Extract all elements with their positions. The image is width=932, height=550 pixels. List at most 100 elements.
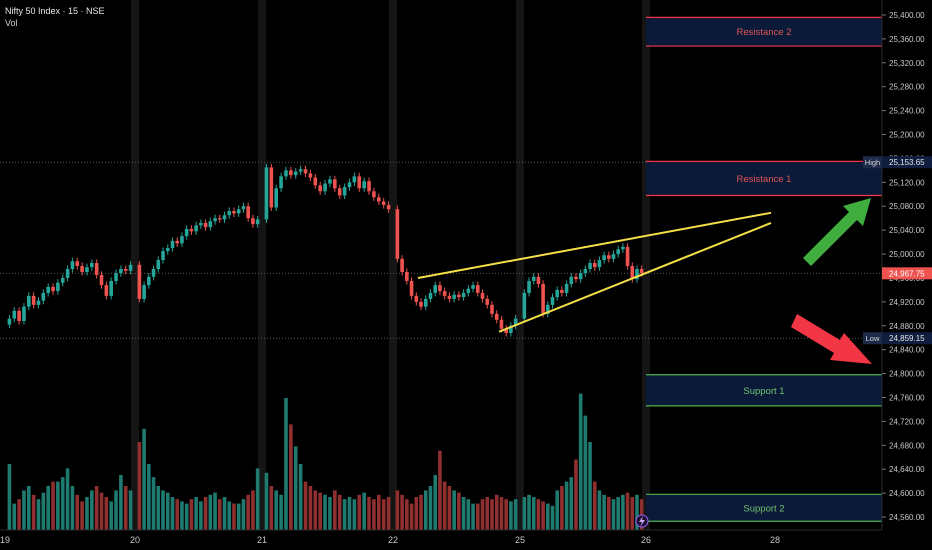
candle-body (51, 286, 55, 292)
candle-body (85, 267, 89, 272)
candle-body (509, 325, 513, 333)
candle-body (531, 276, 536, 281)
low-tag (863, 332, 882, 345)
candle-body (480, 292, 485, 299)
candle-body (7, 318, 12, 325)
volume-bar (386, 497, 391, 530)
volume-bar (323, 494, 327, 530)
time-tick-label: 22 (388, 535, 398, 545)
candle-body (170, 240, 175, 249)
candle-body (546, 304, 550, 314)
volume-bar (75, 494, 80, 530)
candle-body (318, 185, 322, 192)
volume-bar (85, 497, 89, 530)
volume-bar (447, 486, 452, 530)
candle-body (274, 188, 279, 208)
candle-body (522, 292, 527, 319)
zone-label: Resistance 2 (737, 27, 792, 38)
volume-bar (109, 501, 113, 530)
candle-body (255, 219, 260, 225)
candle-body (362, 181, 366, 189)
volume-bar (333, 490, 337, 530)
volume-bar (357, 494, 362, 530)
candle-body (414, 295, 419, 302)
volume-bar (328, 497, 332, 530)
volume-bar (313, 490, 318, 530)
candle-body (423, 298, 428, 307)
price-axis[interactable]: 25,400.00 25,360.00 25,320.00 25,280.00 25,2… (881, 0, 925, 530)
price-tick-label: 24,720.00 (889, 417, 925, 426)
volume-bar (621, 494, 625, 530)
candle-body (527, 280, 531, 293)
candle-body (289, 170, 293, 176)
candle-body (213, 218, 217, 222)
candle-body (241, 206, 246, 210)
candle-body (569, 276, 574, 284)
volume-bar (189, 499, 194, 530)
price-tick-label: 25,400.00 (889, 11, 925, 20)
candle-body (279, 176, 283, 189)
candle-body (333, 179, 337, 189)
volume-label: Vol (5, 18, 18, 28)
candle-body (269, 167, 274, 208)
volume-bar (597, 490, 602, 530)
candle-body (513, 318, 518, 326)
volume-bar (36, 499, 41, 530)
zone-box (646, 17, 882, 47)
zone-boxes: Resistance 2 Resistance 1 Support 1 Support… (646, 16, 882, 522)
candle-body (56, 282, 60, 292)
volume-bar (80, 501, 84, 530)
volume-bar (607, 497, 611, 530)
candle-body (222, 215, 227, 220)
candle-body (471, 285, 475, 289)
volume-bar (203, 497, 208, 530)
candle-body (246, 206, 250, 219)
candle-body (70, 261, 75, 269)
candle-body (60, 277, 65, 283)
volume-bar (51, 481, 55, 530)
candle-body (75, 261, 80, 267)
volume-bar (602, 494, 606, 530)
candle-body (400, 258, 404, 272)
candle-body (490, 304, 494, 314)
volume-bar (513, 499, 518, 530)
rising-wedge (417, 211, 772, 333)
volume-bar (165, 492, 170, 530)
candle-body (90, 263, 94, 268)
volume-bar (255, 468, 260, 530)
candle-body (352, 176, 357, 183)
volume-bar (342, 499, 347, 530)
volume-bar (428, 486, 433, 530)
candle-body (128, 264, 133, 271)
high-price-value: 25,153.65 (889, 158, 925, 167)
candle-body (308, 173, 313, 178)
candle-body (447, 295, 452, 299)
volume-bar (461, 497, 466, 530)
arrow-down-icon (791, 314, 872, 364)
volume-bar (457, 492, 461, 530)
price-tick-label: 25,360.00 (889, 35, 925, 44)
session-gap-band (642, 0, 650, 530)
candle-body (208, 221, 213, 228)
volume-bar (137, 442, 142, 530)
candle-body (597, 260, 602, 268)
candle-body (541, 283, 545, 314)
volume-bar (574, 459, 578, 530)
lightning-glyph (639, 516, 645, 527)
volume-bar (352, 499, 357, 530)
price-tick-label: 24,800.00 (889, 370, 925, 379)
candle-body (184, 228, 189, 237)
volume-bar (27, 486, 31, 530)
high-price-box (882, 156, 932, 169)
time-axis[interactable]: 19 20 21 22 25 26 28 (0, 529, 882, 545)
candle-body (395, 209, 400, 259)
candle-body (217, 218, 222, 220)
volume-bar (405, 499, 409, 530)
volume-bar (284, 398, 288, 530)
volume-bar (208, 494, 213, 530)
volume-bar (442, 481, 447, 530)
volume-bar (264, 472, 269, 530)
volume-bar (241, 499, 246, 530)
volume-bar (381, 499, 386, 530)
